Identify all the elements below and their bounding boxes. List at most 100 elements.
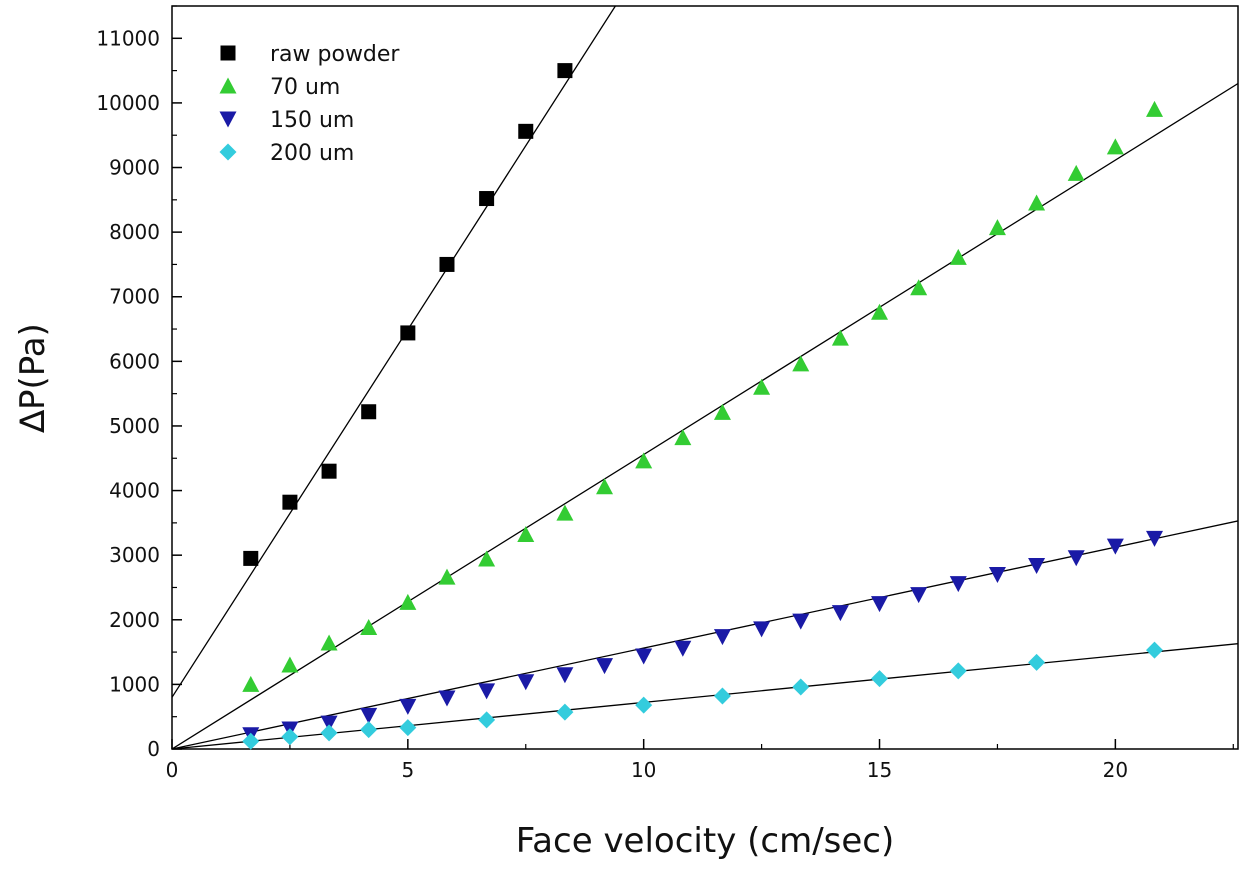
data-point bbox=[361, 404, 377, 420]
y-axis-ticks: 0 1000 2000 3000 4000 5000 6000 7000 8000 9000 100… bbox=[96, 5, 182, 761]
data-point bbox=[282, 494, 298, 510]
legend-marker bbox=[219, 111, 237, 128]
data-point bbox=[792, 678, 810, 696]
data-point bbox=[281, 656, 299, 673]
data-point bbox=[517, 674, 535, 691]
data-point bbox=[399, 593, 417, 610]
data-point bbox=[1028, 558, 1046, 575]
y-tick-label: 5000 bbox=[109, 414, 160, 438]
x-tick-label: 15 bbox=[867, 758, 892, 782]
legend-label: 70 um bbox=[270, 75, 340, 100]
fit-lines bbox=[172, 6, 1238, 749]
data-point bbox=[713, 629, 731, 646]
y-tick-label: 7000 bbox=[109, 285, 160, 309]
data-point bbox=[949, 576, 967, 593]
fit-line bbox=[172, 643, 1238, 749]
data-point bbox=[242, 675, 260, 692]
data-point bbox=[1146, 100, 1164, 117]
y-tick-label: 9000 bbox=[109, 156, 160, 180]
data-point bbox=[910, 587, 928, 604]
data-point bbox=[1028, 653, 1046, 671]
data-point bbox=[439, 256, 455, 272]
data-point bbox=[557, 63, 573, 79]
data-point bbox=[988, 219, 1006, 236]
data-point bbox=[1146, 641, 1164, 659]
x-axis-ticks: 0 5 10 15 20 bbox=[166, 739, 1234, 782]
x-tick-label: 0 bbox=[166, 758, 179, 782]
legend: raw powder 70 um 150 um 200 um bbox=[219, 42, 400, 166]
data-point bbox=[438, 690, 456, 707]
fit-line bbox=[172, 520, 1238, 749]
data-point bbox=[635, 648, 653, 665]
data-point bbox=[871, 303, 889, 320]
x-tick-label: 20 bbox=[1103, 758, 1128, 782]
y-tick-label: 3000 bbox=[109, 543, 160, 567]
data-point bbox=[1028, 194, 1046, 211]
data-point bbox=[1067, 164, 1085, 181]
y-tick-label: 6000 bbox=[109, 349, 160, 373]
data-point bbox=[556, 504, 574, 521]
legend-label: raw powder bbox=[270, 42, 400, 67]
data-point bbox=[949, 248, 967, 265]
legend-marker bbox=[219, 143, 237, 161]
data-point bbox=[596, 478, 614, 495]
data-point bbox=[753, 378, 771, 395]
y-tick-label: 10000 bbox=[96, 91, 160, 115]
data-point bbox=[243, 550, 259, 566]
y-tick-label: 11000 bbox=[96, 26, 160, 50]
y-tick-label: 4000 bbox=[109, 479, 160, 503]
data-point bbox=[281, 728, 299, 746]
data-point bbox=[713, 403, 731, 420]
data-point bbox=[478, 711, 496, 729]
data-point bbox=[518, 123, 534, 139]
data-point bbox=[674, 429, 692, 446]
x-axis-title: Face velocity (cm/sec) bbox=[516, 821, 895, 861]
data-point bbox=[635, 696, 653, 714]
data-point bbox=[831, 329, 849, 346]
data-point bbox=[871, 596, 889, 613]
data-markers bbox=[242, 63, 1164, 750]
data-point bbox=[242, 732, 260, 750]
data-point bbox=[478, 683, 496, 700]
data-point bbox=[871, 670, 889, 688]
x-tick-label: 5 bbox=[401, 758, 414, 782]
legend-marker bbox=[220, 45, 236, 61]
data-point bbox=[517, 525, 535, 542]
data-point bbox=[438, 568, 456, 585]
data-point bbox=[321, 463, 337, 479]
data-point bbox=[556, 703, 574, 721]
data-point bbox=[596, 658, 614, 675]
y-axis-title: ∆P(Pa) bbox=[13, 323, 53, 434]
data-point bbox=[479, 191, 495, 207]
data-point bbox=[1146, 530, 1164, 547]
legend-marker bbox=[219, 77, 237, 94]
data-point bbox=[320, 634, 338, 651]
data-point bbox=[1106, 538, 1124, 555]
y-tick-label: 1000 bbox=[109, 672, 160, 696]
data-point bbox=[1067, 550, 1085, 567]
y-tick-label: 0 bbox=[147, 737, 160, 761]
fit-line bbox=[172, 6, 616, 698]
data-point bbox=[1106, 138, 1124, 155]
data-point bbox=[988, 567, 1006, 584]
data-point bbox=[320, 715, 338, 732]
data-point bbox=[360, 721, 378, 739]
y-tick-label: 2000 bbox=[109, 608, 160, 632]
y-tick-label: 8000 bbox=[109, 220, 160, 244]
data-point bbox=[400, 325, 416, 341]
plot-area bbox=[171, 5, 1239, 750]
data-point bbox=[399, 698, 417, 715]
data-point bbox=[713, 687, 731, 705]
data-point bbox=[635, 452, 653, 469]
data-point bbox=[792, 613, 810, 630]
legend-label: 150 um bbox=[270, 108, 354, 133]
data-point bbox=[399, 719, 417, 737]
legend-label: 200 um bbox=[270, 141, 354, 166]
data-point bbox=[320, 724, 338, 742]
data-point bbox=[360, 707, 378, 724]
data-point bbox=[753, 621, 771, 638]
data-point bbox=[556, 667, 574, 684]
data-point bbox=[792, 355, 810, 372]
data-point bbox=[910, 279, 928, 296]
